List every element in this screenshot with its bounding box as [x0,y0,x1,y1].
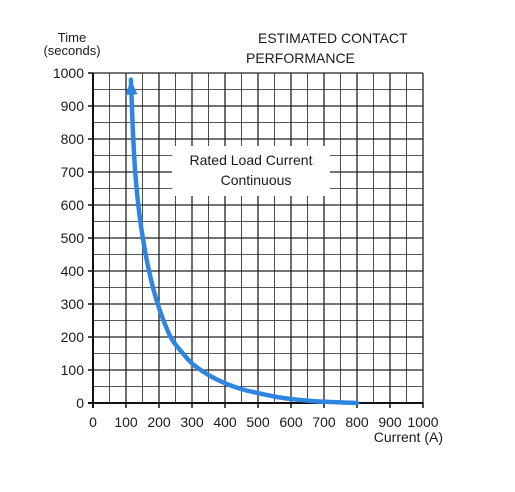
y-tick-label: 800 [61,131,85,147]
y-tick-label: 600 [61,197,85,213]
series-arrowhead-1 [125,79,138,95]
x-tick-label: 1000 [407,414,438,430]
annotation-line-1: Rated Load Current [190,152,313,168]
y-tick-label: 700 [61,164,85,180]
annotation-background [172,146,330,196]
x-axis-label: Current (A) [374,429,443,445]
y-tick-label: 900 [61,98,85,114]
x-tick-label: 500 [246,414,270,430]
axes [88,73,423,408]
y-tick-label: 1000 [53,65,84,81]
y-tick-label: 500 [61,230,85,246]
x-tick-label: 200 [147,414,171,430]
y-axis-label-line-2: (seconds) [43,43,100,58]
y-axis-label-line-1: Time [58,30,86,45]
x-tick-label: 700 [312,414,336,430]
x-tick-label: 800 [345,414,369,430]
x-tick-label: 900 [378,414,402,430]
y-tick-label: 200 [61,329,85,345]
series-layer [125,77,360,406]
chart-title: ESTIMATED CONTACT PERFORMANCE [246,30,408,66]
series-line-1 [128,77,360,406]
annotation-box: Rated Load Current Continuous [172,146,330,196]
x-tick-label: 300 [180,414,204,430]
x-tick-label: 100 [114,414,138,430]
y-tick-label: 0 [76,395,84,411]
tick-labels: 0 100 200 300 400 500 600 700 800 900 1000 0 100 200 3… [53,65,439,430]
chart-title-line-1: ESTIMATED CONTACT [258,30,408,46]
annotation-line-2: Continuous [221,172,292,188]
x-tick-label: 400 [213,414,237,430]
x-tick-label: 0 [89,414,97,430]
y-tick-label: 300 [61,296,85,312]
y-axis-label: Time (seconds) [43,30,100,58]
chart-title-line-2: PERFORMANCE [246,50,355,66]
x-tick-label: 600 [279,414,303,430]
y-tick-label: 400 [61,263,85,279]
y-tick-label: 100 [61,362,85,378]
